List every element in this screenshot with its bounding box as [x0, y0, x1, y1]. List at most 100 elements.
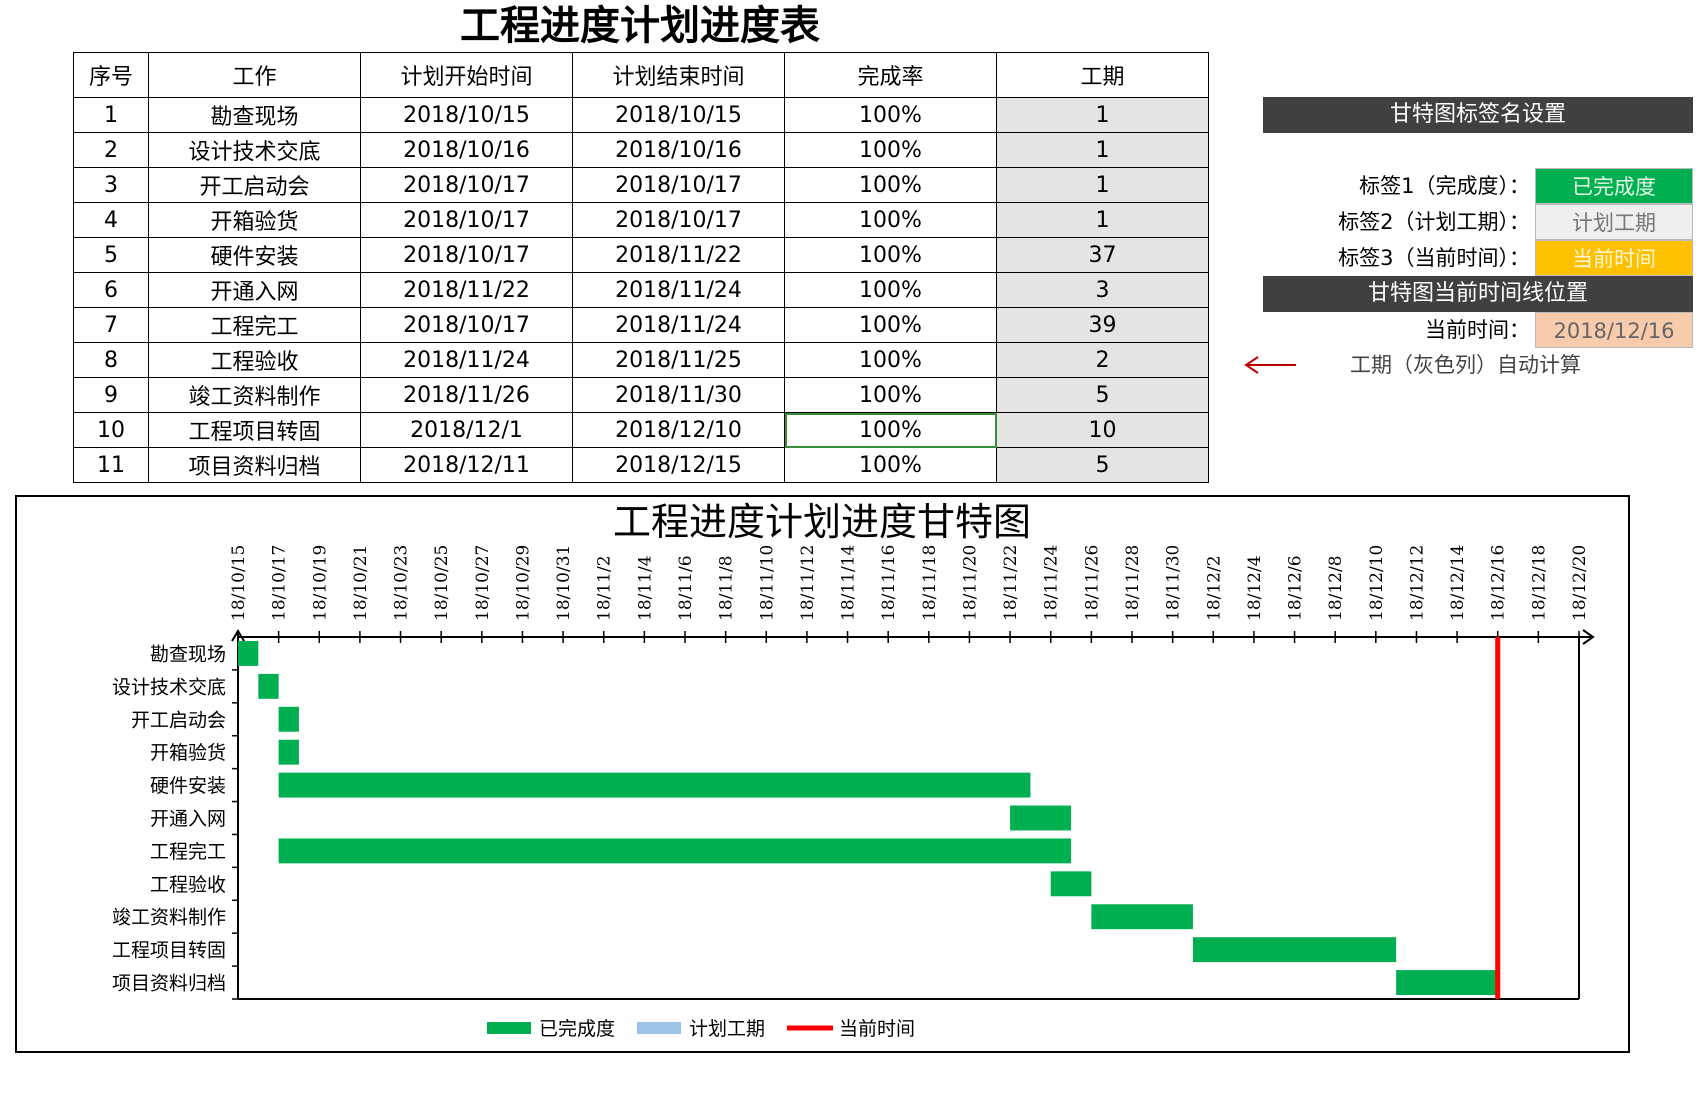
col-header-duration[interactable]: 工期: [996, 52, 1209, 98]
cell-task[interactable]: 竣工资料制作: [148, 377, 361, 413]
col-header-end[interactable]: 计划结束时间: [572, 52, 785, 98]
cell-task[interactable]: 工程项目转固: [148, 412, 361, 448]
x-tick-label: 18/11/2: [595, 555, 615, 621]
x-tick-label: 18/11/8: [717, 555, 737, 621]
cell-no[interactable]: 8: [73, 342, 149, 378]
table-row: 4 开箱验货 2018/10/17 2018/10/17 100% 1: [73, 202, 1209, 238]
label1-caption: 标签1（完成度）：: [1359, 174, 1530, 198]
cell-duration[interactable]: 37: [996, 237, 1209, 273]
table-row: 11 项目资料归档 2018/12/11 2018/12/15 100% 5: [73, 447, 1209, 483]
cell-end[interactable]: 2018/11/30: [572, 377, 785, 413]
x-tick-label: 18/12/4: [1245, 555, 1265, 621]
col-header-start[interactable]: 计划开始时间: [360, 52, 573, 98]
cell-start[interactable]: 2018/10/17: [360, 307, 573, 343]
table-row: 2 设计技术交底 2018/10/16 2018/10/16 100% 1: [73, 132, 1209, 168]
cell-start[interactable]: 2018/10/17: [360, 202, 573, 238]
x-tick-label: 18/12/16: [1489, 545, 1509, 621]
x-tick-label: 18/11/18: [920, 545, 940, 621]
x-tick-label: 18/12/20: [1570, 545, 1590, 621]
cell-no[interactable]: 2: [73, 132, 149, 168]
col-header-rate[interactable]: 完成率: [784, 52, 997, 98]
cell-rate[interactable]: 100%: [784, 202, 997, 238]
bar-done: [278, 739, 299, 765]
cell-end[interactable]: 2018/11/24: [572, 307, 785, 343]
legend-swatch: [637, 1022, 681, 1034]
cell-end[interactable]: 2018/11/25: [572, 342, 785, 378]
cell-task[interactable]: 硬件安装: [148, 237, 361, 273]
cell-start[interactable]: 2018/12/1: [360, 412, 573, 448]
cell-duration[interactable]: 39: [996, 307, 1209, 343]
cell-rate[interactable]: 100%: [784, 377, 997, 413]
cell-start[interactable]: 2018/10/16: [360, 132, 573, 168]
cell-no[interactable]: 5: [73, 237, 149, 273]
cell-end[interactable]: 2018/10/17: [572, 167, 785, 203]
cell-duration[interactable]: 10: [996, 412, 1209, 448]
cell-start[interactable]: 2018/10/15: [360, 97, 573, 133]
cell-task[interactable]: 工程验收: [148, 342, 361, 378]
cell-no[interactable]: 7: [73, 307, 149, 343]
cell-rate[interactable]: 100%: [784, 167, 997, 203]
cell-start[interactable]: 2018/11/22: [360, 272, 573, 308]
cell-duration[interactable]: 1: [996, 97, 1209, 133]
gantt-chart-area[interactable]: 工程进度计划进度甘特图 18/10/15 18/10/17 18/10/19 18/10…: [15, 495, 1630, 1053]
cell-duration[interactable]: 2: [996, 342, 1209, 378]
x-tick-label: 18/12/18: [1529, 545, 1549, 621]
cell-no[interactable]: 9: [73, 377, 149, 413]
cell-duration[interactable]: 5: [996, 447, 1209, 483]
cell-no[interactable]: 4: [73, 202, 149, 238]
x-tick-label: 18/11/12: [798, 545, 818, 621]
cell-task[interactable]: 工程完工: [148, 307, 361, 343]
cell-task[interactable]: 设计技术交底: [148, 132, 361, 168]
cell-duration[interactable]: 1: [996, 202, 1209, 238]
cell-duration[interactable]: 5: [996, 377, 1209, 413]
cell-no[interactable]: 1: [73, 97, 149, 133]
x-tick-label: 18/10/15: [229, 545, 249, 621]
label3-value[interactable]: 当前时间: [1535, 240, 1693, 276]
cell-start[interactable]: 2018/11/26: [360, 377, 573, 413]
table-row: 7 工程完工 2018/10/17 2018/11/24 100% 39: [73, 307, 1209, 343]
cell-end[interactable]: 2018/11/22: [572, 237, 785, 273]
cell-task[interactable]: 开工启动会: [148, 167, 361, 203]
cell-duration[interactable]: 3: [996, 272, 1209, 308]
cell-end[interactable]: 2018/11/24: [572, 272, 785, 308]
cell-end[interactable]: 2018/10/15: [572, 97, 785, 133]
cell-no[interactable]: 10: [73, 412, 149, 448]
cell-task[interactable]: 开箱验货: [148, 202, 361, 238]
x-tick-label: 18/10/29: [513, 545, 533, 621]
cell-duration[interactable]: 1: [996, 132, 1209, 168]
cell-end[interactable]: 2018/12/15: [572, 447, 785, 483]
cell-rate[interactable]: 100%: [784, 272, 997, 308]
cell-start[interactable]: 2018/10/17: [360, 167, 573, 203]
cell-rate[interactable]: 100%: [784, 97, 997, 133]
cell-task[interactable]: 项目资料归档: [148, 447, 361, 483]
x-tick-label: 18/11/26: [1082, 545, 1102, 621]
y-tick-label: 竣工资料制作: [112, 907, 226, 929]
cell-end[interactable]: 2018/12/10: [572, 412, 785, 448]
cell-no[interactable]: 6: [73, 272, 149, 308]
cell-no[interactable]: 11: [73, 447, 149, 483]
cell-rate[interactable]: 100%: [784, 342, 997, 378]
cell-task[interactable]: 开通入网: [148, 272, 361, 308]
cell-start[interactable]: 2018/10/17: [360, 237, 573, 273]
cell-no[interactable]: 3: [73, 167, 149, 203]
label1-value[interactable]: 已完成度: [1535, 168, 1693, 204]
cell-duration[interactable]: 1: [996, 167, 1209, 203]
cell-start[interactable]: 2018/11/24: [360, 342, 573, 378]
sheet-title: 工程进度计划进度表: [460, 3, 820, 49]
x-tick-label: 18/11/22: [1001, 545, 1021, 621]
col-header-task[interactable]: 工作: [148, 52, 361, 98]
col-header-no[interactable]: 序号: [73, 52, 149, 98]
cell-start[interactable]: 2018/12/11: [360, 447, 573, 483]
cell-task[interactable]: 勘查现场: [148, 97, 361, 133]
current-time-value[interactable]: 2018/12/16: [1535, 312, 1693, 348]
cell-rate[interactable]: 100%: [784, 447, 997, 483]
cell-rate[interactable]: 100%: [784, 237, 997, 273]
cell-rate[interactable]: 100%: [784, 412, 997, 448]
x-tick-label: 18/12/10: [1367, 545, 1387, 621]
cell-end[interactable]: 2018/10/16: [572, 132, 785, 168]
cell-rate[interactable]: 100%: [784, 307, 997, 343]
cell-end[interactable]: 2018/10/17: [572, 202, 785, 238]
cell-rate[interactable]: 100%: [784, 132, 997, 168]
x-tick-label: 18/12/12: [1407, 545, 1427, 621]
label2-value[interactable]: 计划工期: [1535, 204, 1693, 240]
